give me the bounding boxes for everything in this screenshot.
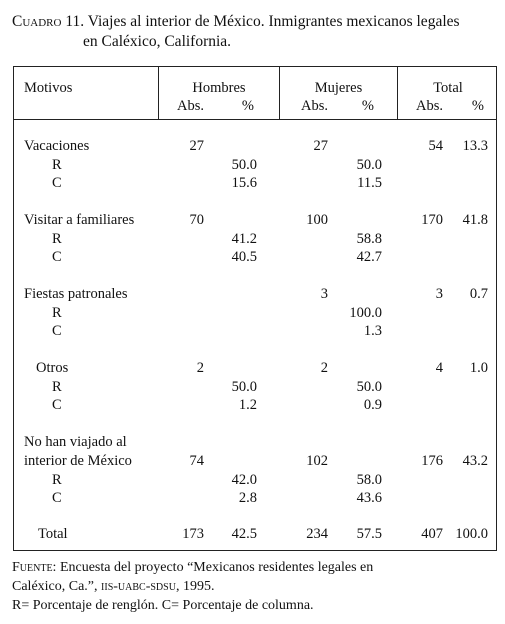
header-pct: %	[361, 98, 374, 114]
footnote-source-label: Fuente:	[12, 560, 57, 575]
row-label: Fiestas patronales	[24, 286, 128, 302]
footnote-legend: R= Porcentaje de renglón. C= Porcentaje …	[12, 598, 314, 613]
table-cell: 2	[196, 360, 204, 376]
row-label: C	[52, 175, 62, 191]
row-label: interior de México	[24, 453, 132, 469]
table-cell: 50.0	[231, 379, 257, 395]
table-cell: 407	[421, 526, 443, 542]
row-label: C	[52, 490, 62, 506]
table-cell: 4	[435, 360, 443, 376]
table-cell: 70	[189, 212, 205, 228]
table-cell: 3	[320, 286, 328, 302]
header-abs: Abs.	[416, 98, 443, 114]
table-cell: 50.0	[356, 379, 382, 395]
table-cell: 57.5	[356, 526, 382, 542]
table-cell: 42.0	[231, 472, 257, 488]
column-divider	[279, 67, 280, 119]
table-cell: 41.2	[231, 231, 257, 247]
footnote-source-year: , 1995.	[175, 579, 215, 594]
table-cell: 1.2	[238, 397, 257, 413]
table-cell: 40.5	[231, 249, 257, 265]
table-cell: 27	[313, 138, 329, 154]
row-label: Otros	[36, 360, 69, 376]
table-cell: 42.7	[356, 249, 382, 265]
table-cell: 58.0	[356, 472, 382, 488]
table-cell: 170	[421, 212, 443, 228]
row-label: C	[52, 323, 62, 339]
column-divider	[158, 67, 159, 119]
row-label: R	[52, 472, 62, 488]
table-cell: 43.2	[462, 453, 488, 469]
table-cell: 1.0	[469, 360, 488, 376]
header-abs: Abs.	[301, 98, 328, 114]
row-label: C	[52, 397, 62, 413]
table-cell: 0.9	[363, 397, 382, 413]
row-label: C	[52, 249, 62, 265]
table-cell: 100	[306, 212, 328, 228]
table-cell: 100.0	[455, 526, 488, 542]
header-pct: %	[471, 98, 484, 114]
table-cell: 58.8	[356, 231, 382, 247]
table-cell: 173	[182, 526, 204, 542]
header-divider	[14, 119, 496, 120]
table-cell: 2	[320, 360, 328, 376]
table-cell: 13.3	[462, 138, 488, 154]
row-label: R	[52, 231, 62, 247]
table-cell: 54	[428, 138, 444, 154]
table-cell: 74	[189, 453, 205, 469]
row-label: R	[52, 305, 62, 321]
header-hombres: Hombres	[192, 80, 246, 96]
footnote-source-cont: Caléxico, Ca.”, iis-uabc-sdsu, 1995.	[12, 577, 497, 596]
footnote-source-text: Caléxico, Ca.”,	[12, 579, 102, 594]
data-table: Motivos Hombres Mujeres Total Abs. % Abs…	[13, 66, 497, 551]
table-cell: 3	[435, 286, 443, 302]
table-cell: 43.6	[356, 490, 382, 506]
row-label: R	[52, 379, 62, 395]
header-mujeres: Mujeres	[314, 80, 363, 96]
table-cell: 0.7	[469, 286, 488, 302]
header-pct: %	[241, 98, 254, 114]
table-cell: 176	[421, 453, 443, 469]
column-divider	[397, 67, 398, 119]
row-label: Total	[38, 526, 68, 542]
table-cell: 41.8	[462, 212, 488, 228]
caption-line-2: en Caléxico, California.	[83, 33, 232, 50]
header-abs: Abs.	[177, 98, 204, 114]
caption-title: Viajes al interior de México. Inmigrante…	[84, 13, 460, 30]
row-label: Visitar a familiares	[24, 212, 135, 228]
table-caption: Cuadro 11. Viajes al interior de México.…	[12, 12, 497, 52]
footnote-source: Fuente: Encuesta del proyecto “Mexicanos…	[12, 558, 497, 577]
table-cell: 27	[189, 138, 205, 154]
caption-number: Cuadro 11.	[12, 13, 85, 30]
table-cell: 2.8	[238, 490, 257, 506]
header-total: Total	[433, 80, 463, 96]
table-cell: 100.0	[349, 305, 382, 321]
caption-line-1: Cuadro 11. Viajes al interior de México.…	[12, 12, 497, 32]
row-label: No han viajado al	[24, 434, 127, 450]
table-cell: 15.6	[231, 175, 257, 191]
row-label: Vacaciones	[24, 138, 90, 154]
table-cell: 11.5	[357, 175, 382, 191]
footnote-source-org: iis-uabc-sdsu	[101, 579, 176, 594]
footnote-source-text: Encuesta del proyecto “Mexicanos residen…	[56, 560, 374, 575]
table-cell: 42.5	[231, 526, 257, 542]
header-motivos: Motivos	[24, 80, 73, 96]
table-cell: 102	[306, 453, 328, 469]
table-cell: 50.0	[356, 157, 382, 173]
table-cell: 234	[306, 526, 328, 542]
footnote: Fuente: Encuesta del proyecto “Mexicanos…	[12, 558, 497, 615]
table-cell: 1.3	[363, 323, 382, 339]
row-label: R	[52, 157, 62, 173]
table-cell: 50.0	[231, 157, 257, 173]
